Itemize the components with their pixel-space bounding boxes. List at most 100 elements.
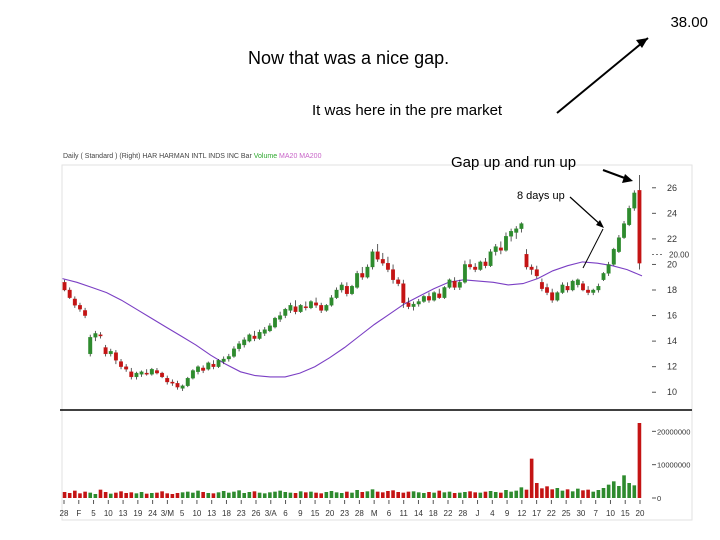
x-tick-label: 28 [458,509,467,518]
candle-body [581,283,585,291]
volume-bar [175,493,180,498]
chart-header: Daily ( Standard ) (Right) HAR HARMAN IN… [63,153,322,160]
candle-body [216,360,221,367]
arrow-line-8days [569,196,603,227]
candle-body [483,261,488,266]
candle-body [355,273,360,288]
x-tick-label: 14 [414,509,423,518]
candles [62,175,642,391]
volume-bar [617,486,621,498]
candle-body [462,264,467,283]
candle-body [519,223,524,229]
x-tick-label: 23 [340,509,349,518]
volume-bar [606,484,611,498]
candle-body [401,283,406,303]
y-tick-label: 22 [667,234,677,244]
candle-body [190,370,195,379]
volume-bar [576,488,580,498]
x-tick-label: 11 [400,509,409,518]
volume-bar [529,458,534,498]
candle-body [83,310,88,316]
candle-body [62,282,67,291]
volume-bar [524,489,529,498]
chart-header-ma: MA20 MA200 [279,153,322,160]
volume-y-tick-label: 20000000 [657,427,690,436]
volume-bar [514,490,519,498]
candle-body [360,273,365,278]
volume-bar [129,492,134,498]
volume-bar [298,491,303,498]
candle-body [298,305,303,312]
candle-body [237,343,242,349]
candle-body [293,306,298,312]
candle-body [257,332,262,339]
candle-body [72,298,77,306]
candle-body [180,385,185,389]
volume-bar [370,489,375,498]
volume-bar [396,492,400,498]
volume-bar [570,491,575,498]
candle-body [539,282,544,289]
candle-body [406,302,411,307]
y-tick-label: 10 [667,387,677,397]
candle-body [211,363,216,367]
candle-body [334,289,339,298]
volume-bar [278,490,282,498]
candle-body [103,347,108,355]
volume-bar [288,492,293,498]
candle-body [437,293,442,298]
volume-bar [375,491,380,498]
candle-body [442,287,447,298]
candle-body [375,251,380,260]
volume-bar [73,490,77,498]
candle-body [319,305,324,311]
volume-bar [206,493,211,498]
arrow-head-8days [596,220,604,228]
candle-body [149,369,154,375]
candle-body [385,263,390,270]
volume-bar [165,493,170,498]
x-tick-label: J [476,509,480,518]
y-tick-label: 16 [667,311,677,321]
candle-body [231,348,236,357]
candle-body [606,264,611,274]
volume-bar [488,491,493,498]
volume-bar [309,491,313,498]
x-tick-label: 30 [576,509,585,518]
candle-body [411,303,416,307]
x-tick-label: M [371,509,378,518]
candle-body [134,372,139,378]
candle-body [144,372,149,375]
volume-bar [504,490,508,498]
volume-bar [360,492,365,498]
volume-bar [191,492,195,498]
volume-bar [473,492,477,498]
plot-border [61,164,693,521]
volume-bar [221,491,226,498]
volume-bar [355,490,359,498]
ma-line [61,261,643,378]
candle-body [416,301,421,305]
x-tick-label: 15 [621,509,630,518]
volume-bar [67,493,72,498]
candle-body [78,305,82,310]
run-comment: Gap up and run up [451,154,577,171]
volume-bar [211,493,216,498]
volume-bar [422,493,426,498]
volume-bar [550,489,554,498]
candle-body [632,192,637,209]
volume-bar [262,493,267,498]
candle-body [201,367,206,371]
volume-bar [329,491,334,498]
x-tick-label: 20 [325,509,334,518]
x-tick-label: 26 [252,509,261,518]
volume-bar [601,488,606,498]
candle-body [242,339,247,346]
x-tick-label: 23 [237,509,246,518]
volume-bar [468,491,472,498]
volume-bar [273,491,277,498]
volume-bar [304,492,308,498]
candle-body [267,325,272,332]
x-tick-label: 6 [387,509,392,518]
candle-body [329,297,334,306]
